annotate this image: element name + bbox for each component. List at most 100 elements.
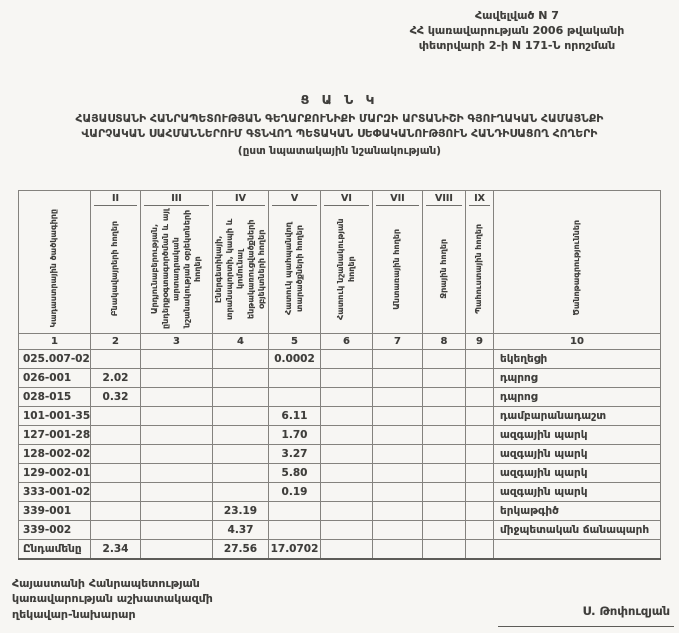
area-value-cell	[140, 520, 213, 540]
area-value-cell	[320, 425, 373, 445]
area-value-cell	[465, 349, 494, 369]
area-value-cell	[140, 539, 213, 560]
column-label: Բնակավայրերի հողեր	[110, 221, 120, 317]
area-value-cell	[320, 406, 373, 426]
column-label: Ջրային հողեր	[438, 239, 448, 299]
footer-signatory-block: Հայաստանի Հանրապետության կառավարության ա…	[12, 576, 213, 622]
column-header-water-lands: VIII Ջրային հողեր	[422, 190, 466, 334]
column-header-infrastructure-lands: IV Էներգետիկայի, տրանսպորտի, կապի և կոմո…	[212, 190, 269, 334]
area-value-cell	[465, 444, 494, 464]
table-row: 026-001 2.02 դպրոց	[18, 368, 661, 388]
table-row: 025.007-02 0.0002 եկեղեցի	[18, 349, 661, 369]
column-number: 8	[422, 333, 466, 350]
roman-numeral: VI	[324, 192, 369, 206]
table-body: 025.007-02 0.0002 եկեղեցի 026-001 2.02 դպրոց 0…	[18, 349, 661, 560]
roman-numeral	[497, 192, 657, 205]
area-value-cell: 2.02	[90, 368, 141, 388]
area-value-cell	[422, 482, 466, 502]
area-value-cell	[90, 406, 141, 426]
area-value-cell	[422, 387, 466, 407]
area-value-cell	[372, 501, 423, 521]
note-cell: եկեղեցի	[493, 349, 661, 369]
area-value-cell	[90, 425, 141, 445]
area-value-cell	[268, 501, 321, 521]
table-row: 101-001-35 6.11 դամբարանադաշտ	[18, 406, 661, 426]
area-value-cell	[140, 387, 213, 407]
area-value-cell	[320, 444, 373, 464]
table-row: 127-001-28 1.70 ազգային պարկ	[18, 425, 661, 445]
note-cell: ազգային պարկ	[493, 425, 661, 445]
area-value-cell	[372, 368, 423, 388]
area-value-cell	[372, 425, 423, 445]
roman-numeral: II	[94, 192, 137, 206]
area-value-cell	[212, 482, 269, 502]
column-label: Կադաստրային ծածկագիրը	[49, 208, 59, 328]
footer-line-1: Հայաստանի Հանրապետության	[12, 577, 200, 590]
area-value-cell	[320, 387, 373, 407]
footer-line-3: ղեկավար-նախարար	[12, 607, 136, 621]
area-value-cell	[90, 444, 141, 464]
area-value-cell	[422, 520, 466, 540]
area-value-cell	[372, 463, 423, 483]
area-value-cell	[372, 406, 423, 426]
area-value-cell	[140, 463, 213, 483]
cadastral-code-cell: 128-002-02	[18, 444, 91, 464]
column-header-forest-lands: VII Անտառային հողեր	[372, 190, 423, 334]
area-value-cell	[90, 520, 141, 540]
column-number: 6	[320, 333, 373, 350]
table-row: 128-002-02 3.27 ազգային պարկ	[18, 444, 661, 464]
area-value-cell	[465, 482, 494, 502]
area-value-cell: 17.0702	[268, 539, 321, 560]
area-value-cell	[422, 406, 466, 426]
roman-numeral: VII	[376, 192, 419, 206]
table-row: 129-002-01 5.80 ազգային պարկ	[18, 463, 661, 483]
table-row: 339-001 23.19 երկաթգիծ	[18, 501, 661, 521]
area-value-cell	[140, 501, 213, 521]
area-value-cell	[465, 387, 494, 407]
roman-numeral: IV	[216, 192, 265, 206]
column-number: 5	[268, 333, 321, 350]
area-value-cell	[140, 368, 213, 388]
area-value-cell	[372, 387, 423, 407]
area-value-cell	[372, 482, 423, 502]
appendix-line-1: Հավելված N 7	[475, 9, 559, 22]
cadastral-code-cell: 025.007-02	[18, 349, 91, 369]
cadastral-code-cell: 129-002-01	[18, 463, 91, 483]
area-value-cell	[320, 349, 373, 369]
area-value-cell	[422, 444, 466, 464]
roman-numeral: III	[144, 192, 209, 206]
area-value-cell	[140, 425, 213, 445]
roman-numeral: VIII	[426, 192, 462, 206]
cadastral-code-cell: 339-001	[18, 501, 91, 521]
column-label: Հատուկ նշանակության հողեր	[335, 218, 356, 320]
appendix-line-3: փետրվարի 2-ի N 171-Ն որոշման	[418, 38, 616, 52]
area-value-cell	[372, 520, 423, 540]
area-value-cell	[422, 463, 466, 483]
doc-subtitle: ՀԱՅԱՍՏԱՆԻ ՀԱՆՐԱՊԵՏՈՒԹՅԱՆ ԳԵՂԱՐՔՈՒՆԻՔԻ ՄԱ…	[8, 112, 671, 159]
area-value-cell	[320, 501, 373, 521]
area-value-cell: 6.11	[268, 406, 321, 426]
area-value-cell	[320, 520, 373, 540]
appendix-block: Հավելված N 7 ՀՀ կառավարության 2006 թվակա…	[367, 9, 667, 54]
area-value-cell	[212, 463, 269, 483]
column-header-cadastral-code: Կադաստրային ծածկագիրը	[18, 190, 91, 334]
column-header-settlement-lands: II Բնակավայրերի հողեր	[90, 190, 141, 334]
area-value-cell	[372, 349, 423, 369]
column-label: Արդյունաբերության, ընդերքօգտագործման և ա…	[149, 208, 202, 330]
area-value-cell: 1.70	[268, 425, 321, 445]
area-value-cell	[212, 387, 269, 407]
area-value-cell: 0.32	[90, 387, 141, 407]
area-value-cell: 3.27	[268, 444, 321, 464]
area-value-cell	[320, 482, 373, 502]
area-value-cell	[422, 501, 466, 521]
column-number: 1	[18, 333, 91, 350]
area-value-cell: 27.56	[212, 539, 269, 560]
cadastral-code-cell: Ընդամենը	[18, 539, 91, 560]
cadastral-code-cell: 026-001	[18, 368, 91, 388]
area-value-cell	[90, 482, 141, 502]
area-value-cell: 0.19	[268, 482, 321, 502]
area-value-cell	[212, 368, 269, 388]
column-number: 7	[372, 333, 423, 350]
area-value-cell	[422, 349, 466, 369]
note-cell: ազգային պարկ	[493, 463, 661, 483]
